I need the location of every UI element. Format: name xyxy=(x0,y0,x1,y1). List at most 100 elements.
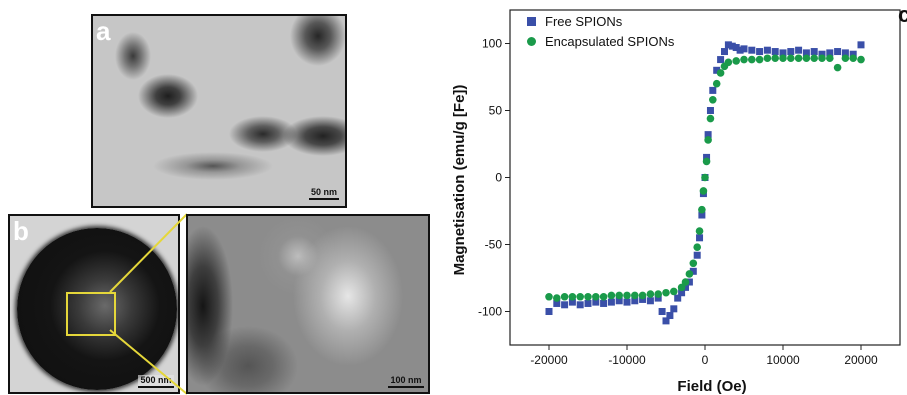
data-point-square xyxy=(763,46,771,54)
y-tick-label: 100 xyxy=(482,37,502,51)
y-tick-label: 50 xyxy=(489,104,503,118)
data-point-circle xyxy=(712,79,721,88)
data-point-circle xyxy=(576,292,584,301)
series-1 xyxy=(545,41,865,325)
x-axis-label: Field (Oe) xyxy=(677,378,746,395)
data-point-square xyxy=(728,42,736,50)
data-point-square xyxy=(740,45,748,53)
data-point-square xyxy=(545,308,553,315)
scale-bar-100nm: 100 nm xyxy=(388,375,424,388)
data-point-circle xyxy=(849,54,857,63)
data-point-circle xyxy=(833,63,842,72)
data-point-circle xyxy=(623,291,631,300)
data-point-square xyxy=(646,297,654,305)
data-point-circle xyxy=(841,54,850,63)
data-point-circle xyxy=(638,291,647,300)
data-point-square xyxy=(607,298,615,306)
legend-label: Encapsulated SPIONs xyxy=(545,34,675,49)
data-point-square xyxy=(703,153,711,161)
data-point-square xyxy=(706,107,714,114)
data-point-square xyxy=(600,299,608,307)
data-point-square xyxy=(576,301,584,309)
y-axis-label: Magnetisation (emu/g [Fe]) xyxy=(451,85,468,276)
data-point-square xyxy=(748,46,756,54)
data-point-circle xyxy=(615,291,623,300)
data-point-circle xyxy=(599,292,608,301)
data-point-circle xyxy=(771,54,779,63)
data-point-circle xyxy=(695,227,704,235)
y-tick-label: -50 xyxy=(485,238,503,252)
data-point-circle xyxy=(818,54,826,63)
data-point-circle xyxy=(677,283,686,292)
data-point-square xyxy=(639,295,647,303)
scale-bar-label: 500 nm xyxy=(140,375,172,385)
data-point-square xyxy=(841,49,849,57)
data-point-square xyxy=(756,48,764,56)
data-point-circle xyxy=(763,54,772,63)
data-point-square xyxy=(818,50,826,58)
data-point-circle xyxy=(755,55,764,64)
data-point-circle xyxy=(631,291,639,300)
scale-bar-label: 50 nm xyxy=(310,187,337,197)
x-tick-label: 0 xyxy=(702,353,709,367)
y-tick-label: -100 xyxy=(478,305,502,319)
data-point-circle xyxy=(740,55,748,64)
magnetisation-chart: -20000 -10000 0 10000 20000 -100 -50 0 50 100 Fre… xyxy=(451,2,907,395)
data-point-circle xyxy=(584,292,592,301)
data-point-circle xyxy=(802,54,811,63)
data-point-square xyxy=(623,298,631,306)
panel-label-c: c xyxy=(898,2,907,27)
data-point-square xyxy=(689,267,697,275)
tem-image-zoomed: 100 nm xyxy=(186,214,430,394)
panel-label-b: b xyxy=(13,216,29,246)
panel-label-a: a xyxy=(96,16,111,46)
data-point-square xyxy=(834,48,842,56)
scale-bar-500nm: 500 nm xyxy=(138,375,174,388)
data-point-square xyxy=(568,298,576,306)
data-point-square xyxy=(795,46,803,54)
data-point-circle xyxy=(689,259,698,268)
data-point-circle xyxy=(654,290,662,298)
data-point-circle xyxy=(724,58,733,67)
data-point-square xyxy=(787,48,795,56)
data-point-square xyxy=(693,251,701,259)
data-point-circle xyxy=(701,173,709,182)
data-point-square xyxy=(592,298,600,306)
data-point-square xyxy=(662,317,670,325)
data-point-circle xyxy=(698,205,706,214)
data-point-square xyxy=(553,299,561,307)
data-point-circle xyxy=(706,114,715,123)
data-point-square xyxy=(584,299,592,307)
zoom-box xyxy=(66,292,116,336)
data-point-square xyxy=(685,278,693,286)
data-point-circle xyxy=(560,292,569,301)
data-point-circle xyxy=(857,55,865,64)
data-point-square xyxy=(849,50,857,58)
data-point-circle xyxy=(702,157,711,166)
data-point-circle xyxy=(693,243,701,251)
data-point-circle xyxy=(709,95,717,104)
tem-image-free-spions: a 50 nm xyxy=(91,14,347,208)
scale-bar-label: 100 nm xyxy=(390,375,422,385)
data-point-circle xyxy=(779,54,787,63)
data-point-circle xyxy=(545,292,553,301)
data-point-circle xyxy=(732,57,740,65)
x-tick-label: 20000 xyxy=(844,353,878,367)
data-point-square xyxy=(802,49,810,57)
data-point-circle xyxy=(748,55,756,64)
data-point-circle xyxy=(646,290,655,298)
data-point-square xyxy=(771,48,779,56)
x-tick-label: 10000 xyxy=(766,353,800,367)
data-point-square xyxy=(654,294,662,302)
data-point-square xyxy=(857,41,865,49)
data-point-circle xyxy=(794,54,803,63)
data-point-circle xyxy=(670,287,678,296)
data-point-square xyxy=(561,301,569,309)
data-point-square xyxy=(631,297,639,305)
legend-label: Free SPIONs xyxy=(545,14,623,29)
data-point-square xyxy=(779,49,787,57)
data-point-circle xyxy=(716,69,725,77)
data-point-circle xyxy=(787,54,795,63)
data-point-circle xyxy=(568,292,577,301)
x-tick-label: -20000 xyxy=(530,353,568,367)
